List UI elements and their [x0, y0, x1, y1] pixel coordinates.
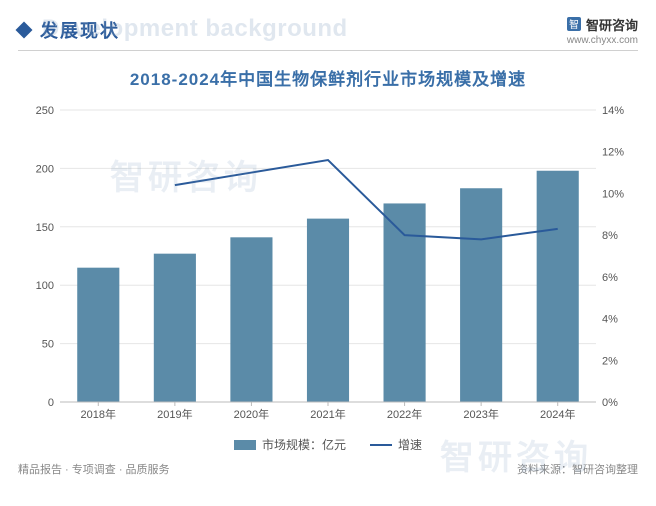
header-divider	[18, 50, 638, 51]
svg-text:4%: 4%	[602, 314, 618, 326]
svg-text:6%: 6%	[602, 272, 618, 284]
svg-text:250: 250	[36, 105, 54, 117]
svg-text:8%: 8%	[602, 230, 618, 242]
svg-text:智: 智	[569, 18, 579, 31]
legend-bar-label: 市场规模：亿元	[262, 436, 346, 453]
header-left: Development background 发展现状	[18, 17, 120, 43]
footer-left: 精品报告 · 专项调查 · 品质服务	[18, 461, 170, 477]
legend-line-label: 增速	[398, 436, 422, 453]
svg-text:10%: 10%	[602, 188, 624, 200]
brand-block: 智 智研咨询 www.chyxx.com	[566, 15, 638, 46]
svg-text:2020年: 2020年	[234, 407, 269, 421]
footer: 精品报告 · 专项调查 · 品质服务 资料来源：智研咨询整理	[0, 461, 656, 477]
svg-text:2%: 2%	[602, 355, 618, 367]
svg-text:2018年: 2018年	[81, 407, 116, 421]
svg-text:12%: 12%	[602, 147, 624, 159]
svg-text:2019年: 2019年	[157, 407, 192, 421]
bar-swatch	[234, 440, 256, 450]
svg-text:2024年: 2024年	[540, 407, 575, 421]
svg-text:14%: 14%	[602, 105, 624, 117]
brand-logo-icon: 智	[566, 16, 582, 32]
legend: 市场规模：亿元 增速	[0, 436, 656, 453]
svg-text:0: 0	[48, 397, 54, 409]
diamond-icon	[16, 22, 33, 39]
background-text: Development background	[42, 15, 348, 43]
legend-line: 增速	[370, 436, 422, 453]
svg-text:200: 200	[36, 163, 54, 175]
svg-text:150: 150	[36, 222, 54, 234]
brand-url: www.chyxx.com	[566, 35, 638, 46]
line-swatch	[370, 444, 392, 446]
chart-area: 0 50 100 150 200 250 0% 2% 4% 6% 8% 10% 12% 14% 2018年 2…	[18, 100, 638, 430]
svg-text:2022年: 2022年	[387, 407, 422, 421]
header: Development background 发展现状 智 智研咨询 www.c…	[0, 0, 656, 48]
legend-bar: 市场规模：亿元	[234, 436, 346, 453]
brand-name: 智研咨询	[586, 15, 638, 34]
svg-text:2023年: 2023年	[463, 407, 498, 421]
footer-right: 资料来源：智研咨询整理	[517, 461, 638, 477]
chart-title: 2018-2024年中国生物保鲜剂行业市场规模及增速	[0, 65, 656, 90]
combo-chart: 0 50 100 150 200 250 0% 2% 4% 6% 8% 10% 12% 14% 2018年 2…	[18, 100, 638, 430]
svg-text:50: 50	[42, 339, 54, 351]
svg-text:2021年: 2021年	[310, 407, 345, 421]
svg-text:0%: 0%	[602, 397, 618, 409]
svg-text:100: 100	[36, 280, 54, 292]
